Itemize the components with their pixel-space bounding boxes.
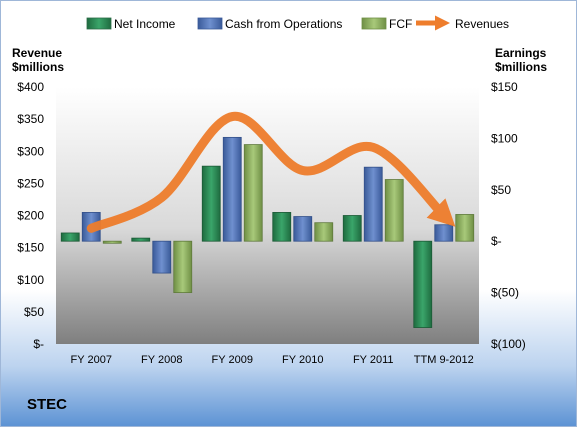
left-tick-label: $- — [33, 337, 44, 351]
category-label: FY 2008 — [141, 354, 182, 366]
revenue-line-layer — [86, 112, 456, 233]
right-axis-title-line2: $millions — [495, 60, 547, 74]
bar-fcf — [384, 179, 404, 242]
bar-cash-from-operations — [434, 224, 454, 242]
right-tick-label: $50 — [491, 183, 511, 197]
right-tick-label: $(100) — [491, 337, 526, 351]
bar-cash-from-operations — [293, 216, 313, 242]
left-tick-label: $100 — [17, 273, 44, 287]
category-label: FY 2011 — [353, 354, 394, 366]
legend-label-revenues: Revenues — [455, 17, 509, 31]
left-tick-label: $400 — [17, 80, 44, 94]
legend-label-net-income: Net Income — [114, 17, 176, 31]
left-axis-ticks: $- $50 $100 $150 $200 $250 $300 $350 $400 — [17, 80, 44, 351]
right-tick-label: $150 — [491, 80, 518, 94]
bar-fcf — [314, 222, 334, 242]
bar-fcf — [102, 240, 122, 244]
legend-label-fcf: FCF — [389, 17, 412, 31]
right-axis-ticks: $(100) $(50) $- $50 $100 $150 — [491, 80, 526, 351]
left-tick-label: $150 — [17, 241, 44, 255]
right-tick-label: $(50) — [491, 286, 519, 300]
bar-net-income — [201, 165, 221, 242]
left-tick-label: $50 — [24, 305, 44, 319]
right-axis-title-line1: Earnings — [495, 46, 547, 60]
legend-swatch-cash-from-operations — [197, 17, 223, 30]
right-tick-label: $- — [491, 234, 502, 248]
left-tick-label: $200 — [17, 209, 44, 223]
category-label: TTM 9-2012 — [414, 354, 474, 366]
bar-marks — [60, 136, 475, 328]
left-tick-label: $350 — [17, 112, 44, 126]
category-labels: FY 2007 FY 2008 FY 2009 FY 2010 FY 2011 TTM 9… — [71, 354, 474, 366]
category-label: FY 2009 — [212, 354, 253, 366]
bar-cash-from-operations — [152, 240, 172, 274]
bar-fcf — [455, 214, 475, 242]
bar-net-income — [60, 232, 80, 242]
legend-swatch-fcf — [361, 17, 387, 30]
right-tick-label: $100 — [491, 131, 518, 145]
left-axis-title-line1: Revenue — [12, 46, 62, 60]
bar-net-income — [131, 237, 151, 242]
category-label: FY 2010 — [282, 354, 323, 366]
left-axis-title-line2: $millions — [12, 60, 64, 74]
left-tick-label: $250 — [17, 176, 44, 190]
bar-cash-from-operations — [222, 136, 242, 242]
category-label: FY 2007 — [71, 354, 112, 366]
left-tick-label: $300 — [17, 144, 44, 158]
bar-net-income — [342, 215, 362, 242]
legend-label-cash-from-operations: Cash from Operations — [225, 17, 342, 31]
bar-fcf — [243, 144, 263, 242]
bar-net-income — [413, 240, 433, 328]
legend-swatch-net-income — [86, 17, 112, 30]
bar-net-income — [272, 212, 292, 242]
legend: Net Income Cash from Operations FCF Reve… — [86, 15, 509, 31]
revenues-line — [86, 112, 456, 233]
bar-fcf — [173, 240, 193, 293]
company-name: STEC — [27, 396, 68, 413]
bar-cash-from-operations — [363, 166, 383, 242]
